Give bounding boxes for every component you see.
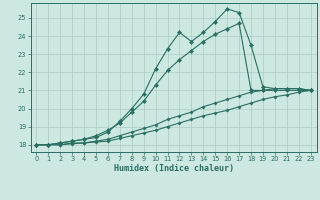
X-axis label: Humidex (Indice chaleur): Humidex (Indice chaleur) xyxy=(114,164,234,173)
